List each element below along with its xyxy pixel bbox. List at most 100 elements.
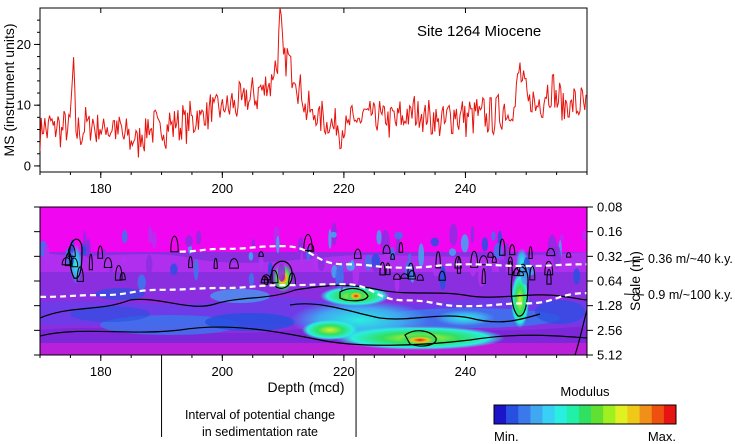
contour-spike bbox=[407, 270, 416, 280]
wavelet-blob bbox=[137, 274, 146, 291]
chart-title: Site 1264 Miocene bbox=[417, 23, 541, 40]
top-x-tick-label: 180 bbox=[90, 181, 112, 196]
contour-spike bbox=[454, 255, 462, 269]
contour-spike bbox=[416, 274, 424, 281]
colorbar-swatch bbox=[627, 405, 640, 424]
wavelet-blob bbox=[582, 230, 586, 242]
contour-spike bbox=[487, 251, 494, 258]
contour-spike bbox=[398, 241, 404, 253]
contour-spike bbox=[546, 268, 552, 285]
contour-spike bbox=[64, 252, 73, 267]
colorbar-swatch bbox=[651, 405, 665, 424]
colorbar-swatch bbox=[554, 405, 568, 424]
interval-label-line1: Interval of potential change bbox=[185, 408, 335, 422]
wavelet-blob bbox=[148, 225, 152, 244]
top-x-tick-label: 220 bbox=[333, 181, 355, 196]
ridge-label-40ky: 0.36 m/~40 k.y. bbox=[648, 252, 733, 266]
colorbar-swatch bbox=[591, 405, 604, 424]
contour-spike bbox=[544, 260, 554, 276]
wavelet-blob bbox=[547, 234, 557, 258]
wavelet-blob bbox=[224, 273, 228, 281]
wavelet-blob bbox=[394, 231, 403, 240]
top-axis-ticks: 180 200 220 240 0 10 20 bbox=[17, 8, 588, 196]
colorbar-swatch bbox=[542, 405, 555, 424]
ridge-label-100ky: 0.9 m/~100 k.y. bbox=[648, 288, 733, 302]
wavelet-blob bbox=[146, 254, 153, 275]
contour-spike bbox=[516, 270, 525, 277]
bottom-x-tick-label: 180 bbox=[90, 364, 112, 379]
wavelet-heatmap: 180 200 220 240 0.08 0.16 0.32 0.64 1.28 2.56 5.12… bbox=[34, 200, 733, 395]
wavelet-blob bbox=[277, 263, 286, 282]
scale-tick-label: 5.12 bbox=[597, 348, 622, 363]
contour-spike bbox=[213, 257, 218, 269]
colorbar-swatch bbox=[566, 405, 580, 424]
wavelet-blob bbox=[376, 230, 382, 245]
ridge-line-100ky bbox=[40, 283, 587, 308]
top-y-tick-label: 20 bbox=[17, 37, 31, 52]
contour-spike bbox=[508, 260, 513, 276]
ms-line-chart: 180 200 220 240 0 10 20 Site 1264 Miocene MS (… bbox=[1, 7, 588, 196]
wavelet-blob bbox=[498, 259, 507, 275]
top-y-axis-title: MS (instrument units) bbox=[1, 23, 17, 156]
colorbar-swatch bbox=[615, 405, 628, 424]
wavelet-blob bbox=[418, 243, 425, 267]
colorbar-swatch bbox=[506, 405, 519, 424]
colorbar-min-label: Min. bbox=[494, 429, 519, 444]
wavelet-blob bbox=[335, 265, 344, 289]
wavelet-blob bbox=[185, 235, 193, 247]
contour-spike bbox=[61, 257, 72, 266]
contour-spike bbox=[565, 252, 572, 258]
contour-spike bbox=[390, 253, 395, 260]
contour-spike bbox=[491, 255, 497, 263]
wavelet-blob bbox=[381, 229, 390, 254]
contour-spike bbox=[382, 244, 391, 254]
contour-spike bbox=[353, 248, 362, 259]
scale-tick-label: 0.08 bbox=[597, 200, 622, 215]
wavelet-blob bbox=[364, 254, 372, 271]
wavelet-blob bbox=[248, 272, 254, 286]
contour-spike bbox=[509, 244, 516, 256]
wavelet-blob bbox=[520, 265, 530, 285]
colorbar-swatch bbox=[603, 405, 616, 424]
wavelet-blob bbox=[258, 255, 264, 272]
wavelet-blob bbox=[470, 225, 475, 244]
wavelet-blob bbox=[330, 231, 337, 238]
contour-spike bbox=[307, 243, 315, 252]
wavelet-blob bbox=[121, 230, 128, 244]
wavelet-blob bbox=[430, 237, 439, 247]
wavelet-blob bbox=[109, 264, 113, 287]
wavelet-blob bbox=[394, 273, 400, 293]
contour-spike bbox=[88, 253, 93, 271]
bottom-x-axis-title: Depth (mcd) bbox=[267, 379, 344, 395]
contour-spike bbox=[385, 262, 391, 276]
scale-tick-label: 0.16 bbox=[597, 224, 622, 239]
contour-spike bbox=[499, 238, 506, 256]
wavelet-blob bbox=[196, 230, 202, 245]
contour-spike bbox=[67, 244, 76, 257]
wavelet-blob bbox=[408, 253, 412, 262]
bottom-x-tick-label: 240 bbox=[455, 364, 477, 379]
wavelet-blob bbox=[484, 263, 493, 287]
contour-spike bbox=[303, 233, 313, 251]
wavelet-blob bbox=[478, 267, 486, 287]
wavelet-blob bbox=[559, 234, 564, 241]
wavelet-blob bbox=[312, 252, 319, 270]
contour-spike bbox=[435, 251, 441, 269]
contour-spike bbox=[528, 246, 533, 259]
colorbar-swatch bbox=[663, 405, 677, 424]
contour-spike bbox=[188, 256, 193, 269]
contour-spike bbox=[76, 266, 84, 282]
colorbar-swatch bbox=[518, 405, 531, 424]
bottom-x-tick-label: 220 bbox=[333, 364, 355, 379]
colorbar-swatch bbox=[494, 405, 507, 424]
colorbar-swatch bbox=[578, 405, 592, 424]
wavelet-blob bbox=[346, 261, 355, 271]
scale-tick-label: 0.64 bbox=[597, 274, 622, 289]
bottom-y-axis-title: Scale (m) bbox=[627, 251, 643, 311]
contour-spike bbox=[407, 262, 415, 277]
interval-label-line2: in sedimentation rate bbox=[202, 425, 318, 439]
contour-spike bbox=[260, 276, 270, 284]
contour-spike bbox=[258, 251, 264, 257]
wavelet-blob bbox=[102, 248, 106, 260]
